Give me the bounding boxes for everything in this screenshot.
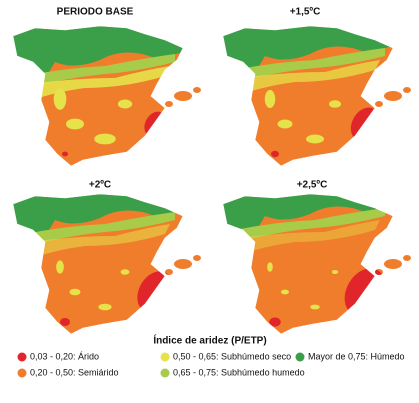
- map-outline: [222, 25, 394, 167]
- region-subhumid-dry: [30, 224, 170, 258]
- map-outline: [222, 193, 394, 335]
- panel-title: +2ºC: [89, 180, 111, 191]
- map: [13, 26, 201, 166]
- legend-label: Mayor de 0,75: Húmedo: [308, 351, 405, 361]
- region-subhumid-dry: [240, 60, 380, 94]
- legend-swatch: [160, 352, 170, 362]
- map: [223, 194, 411, 334]
- legend-swatch: [17, 352, 27, 362]
- region-arid: [62, 151, 68, 157]
- map-outline: [12, 193, 184, 335]
- region-subhumid-dry: [264, 90, 276, 108]
- region-subhumid-dry: [53, 88, 67, 110]
- region-subhumid-dry: [120, 269, 130, 275]
- region-subhumid-dry: [331, 270, 339, 274]
- map: [13, 194, 201, 334]
- region-subhumid-dry: [240, 220, 380, 254]
- region-arid: [269, 317, 281, 327]
- region-subhumid-dry: [98, 303, 112, 311]
- region-subhumid-dry: [281, 289, 289, 295]
- region-subhumid-wet: [25, 54, 175, 88]
- region-subhumid-dry: [267, 262, 273, 272]
- region-subhumid-wet: [235, 48, 385, 82]
- region-subhumid-wet: [235, 208, 385, 242]
- legend-label: 0,03 - 0,20: Árido: [30, 351, 99, 361]
- region-subhumid-dry: [69, 288, 81, 296]
- region-subhumid-dry: [30, 66, 170, 100]
- legend-label: 0,65 - 0,75: Subhúmedo humedo: [173, 367, 305, 377]
- map: [223, 26, 411, 166]
- region-subhumid-dry: [277, 119, 293, 129]
- legend-swatch: [295, 352, 305, 362]
- region-subhumid-wet: [25, 212, 175, 246]
- legend-swatch: [160, 368, 170, 378]
- region-arid: [60, 318, 70, 326]
- legend-label: 0,20 - 0,50: Semiárido: [30, 367, 119, 377]
- legend-label: 0,50 - 0,65: Subhúmedo seco: [173, 351, 291, 361]
- region-subhumid-dry: [117, 99, 133, 109]
- map-outline: [12, 25, 184, 167]
- region-subhumid-dry: [329, 100, 341, 108]
- region-subhumid-dry: [66, 118, 84, 130]
- region-subhumid-dry: [56, 260, 64, 274]
- region-subhumid-dry: [310, 304, 320, 310]
- panel-title: PERIODO BASE: [57, 7, 134, 18]
- legend-swatch: [17, 368, 27, 378]
- region-subhumid-dry: [94, 133, 116, 145]
- legend-title: Índice de aridez (P/ETP): [153, 334, 266, 347]
- region-subhumid-dry: [306, 134, 324, 144]
- panel-title: +1,5ºC: [290, 7, 321, 18]
- region-arid: [271, 150, 279, 158]
- panel-title: +2,5ºC: [297, 180, 328, 191]
